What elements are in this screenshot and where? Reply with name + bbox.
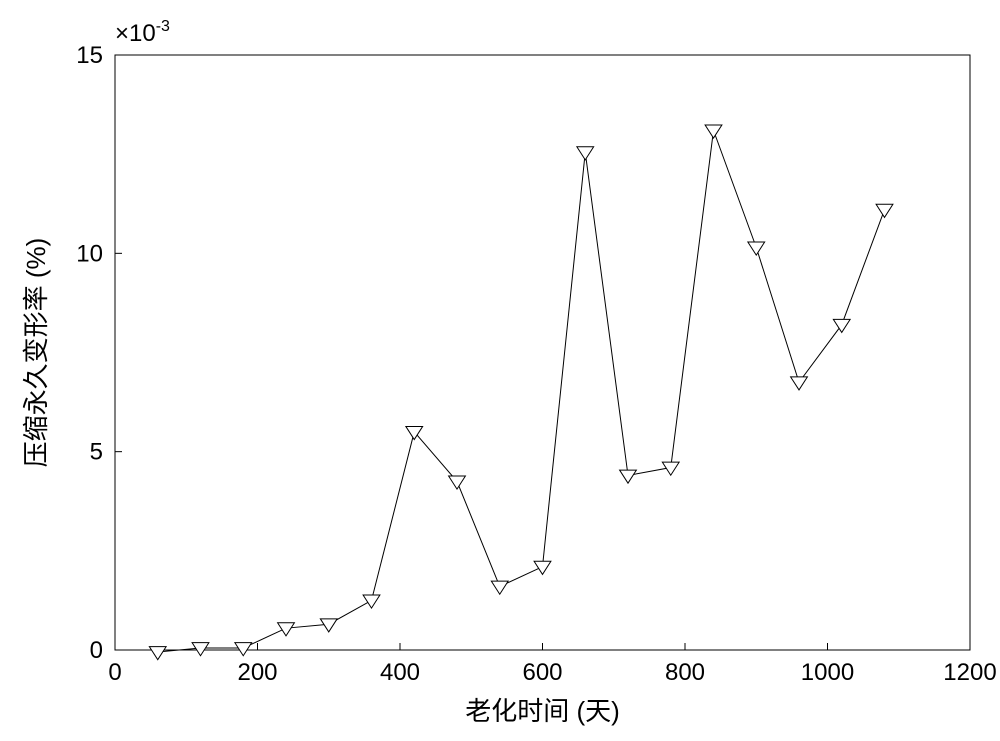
x-tick-label: 1200 xyxy=(943,659,996,686)
x-tick-label: 1000 xyxy=(801,659,854,686)
data-marker xyxy=(833,319,850,332)
y-axis-label: 压缩永久变形率 (%) xyxy=(21,238,51,468)
data-marker xyxy=(363,595,380,608)
x-tick-label: 600 xyxy=(522,659,562,686)
y-exponent-label: ×10-3 xyxy=(115,18,170,47)
data-marker xyxy=(320,619,337,632)
data-marker xyxy=(278,623,295,636)
data-marker xyxy=(705,125,722,138)
data-marker xyxy=(406,426,423,439)
chart-container: 0 200 400 600 800 1000 1200 0 5 10 15 老化时间 (天) 压缩永久变… xyxy=(0,0,1000,741)
x-tick-label: 400 xyxy=(380,659,420,686)
y-tick-label: 5 xyxy=(90,439,103,466)
data-marker xyxy=(192,643,209,656)
x-axis-label: 老化时间 (天) xyxy=(465,696,620,726)
x-tick-label: 0 xyxy=(108,659,121,686)
x-tick-label: 200 xyxy=(237,659,277,686)
y-tick-label: 0 xyxy=(90,637,103,664)
x-tick-label: 800 xyxy=(665,659,705,686)
data-marker xyxy=(235,643,252,656)
data-marker xyxy=(620,470,637,483)
data-marker xyxy=(577,147,594,160)
data-marker xyxy=(149,647,166,660)
data-marker xyxy=(876,204,893,217)
data-marker xyxy=(491,581,508,594)
line-chart: 0 200 400 600 800 1000 1200 0 5 10 15 老化时间 (天) 压缩永久变… xyxy=(0,0,1000,741)
y-tick-label: 10 xyxy=(76,240,103,267)
data-marker xyxy=(748,242,765,255)
exponent-base: ×10 xyxy=(115,20,156,47)
exponent-sup: -3 xyxy=(156,18,170,35)
data-marker xyxy=(534,561,551,574)
data-marker xyxy=(449,476,466,489)
y-tick-label: 15 xyxy=(76,42,103,69)
plot-box xyxy=(115,55,970,650)
data-series-line xyxy=(158,130,885,652)
data-marker xyxy=(791,377,808,390)
